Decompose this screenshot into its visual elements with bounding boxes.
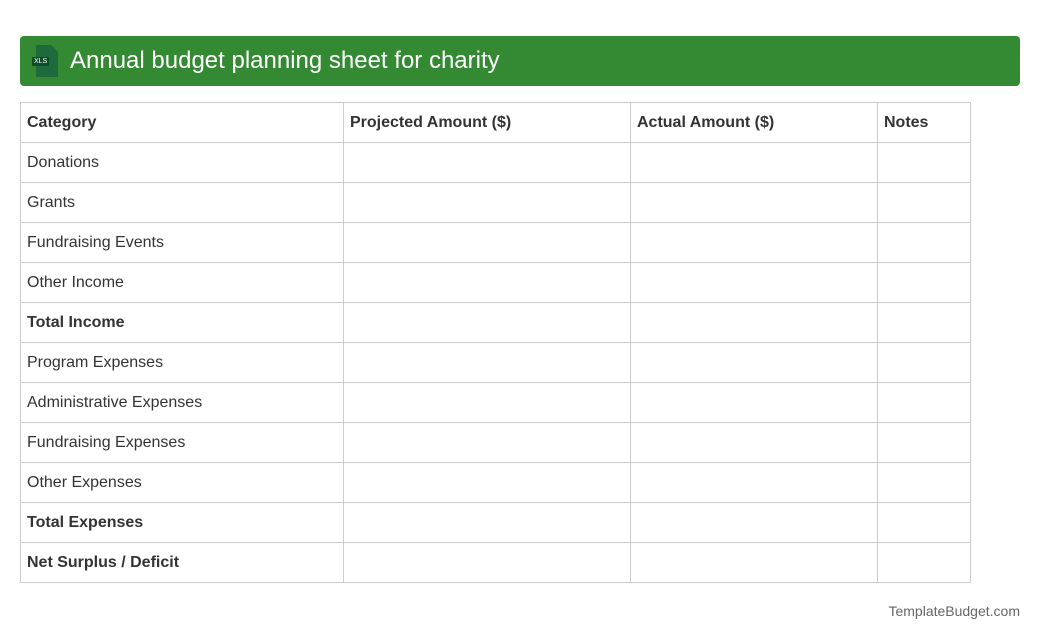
category-cell: Other Expenses [20, 462, 344, 503]
notes-cell[interactable] [877, 502, 971, 543]
category-cell: Administrative Expenses [20, 382, 344, 423]
actual-cell[interactable] [630, 222, 878, 263]
column-header: Category [20, 102, 344, 143]
xls-file-icon: XLS [32, 45, 58, 77]
projected-cell[interactable] [343, 342, 631, 383]
table-row: Fundraising Events [20, 222, 971, 263]
notes-cell[interactable] [877, 462, 971, 503]
table-row: Program Expenses [20, 342, 971, 383]
actual-cell[interactable] [630, 142, 878, 183]
projected-cell[interactable] [343, 502, 631, 543]
actual-cell[interactable] [630, 422, 878, 463]
notes-cell[interactable] [877, 342, 971, 383]
column-header: Notes [877, 102, 971, 143]
projected-cell[interactable] [343, 422, 631, 463]
table-row: Fundraising Expenses [20, 422, 971, 463]
notes-cell[interactable] [877, 422, 971, 463]
category-cell: Net Surplus / Deficit [20, 542, 344, 583]
projected-cell[interactable] [343, 142, 631, 183]
projected-cell[interactable] [343, 542, 631, 583]
actual-cell[interactable] [630, 182, 878, 223]
category-cell: Donations [20, 142, 344, 183]
table-row: Other Expenses [20, 462, 971, 503]
projected-cell[interactable] [343, 302, 631, 343]
projected-cell[interactable] [343, 182, 631, 223]
footer-brand: TemplateBudget.com [888, 603, 1020, 619]
actual-cell[interactable] [630, 542, 878, 583]
table-row: Grants [20, 182, 971, 223]
actual-cell[interactable] [630, 342, 878, 383]
category-cell: Program Expenses [20, 342, 344, 383]
table-row: Total Expenses [20, 502, 971, 543]
notes-cell[interactable] [877, 182, 971, 223]
notes-cell[interactable] [877, 262, 971, 303]
projected-cell[interactable] [343, 222, 631, 263]
table-row: Net Surplus / Deficit [20, 542, 971, 583]
column-header: Projected Amount ($) [343, 102, 631, 143]
actual-cell[interactable] [630, 262, 878, 303]
projected-cell[interactable] [343, 462, 631, 503]
actual-cell[interactable] [630, 462, 878, 503]
projected-cell[interactable] [343, 382, 631, 423]
notes-cell[interactable] [877, 222, 971, 263]
category-cell: Fundraising Expenses [20, 422, 344, 463]
table-row: Donations [20, 142, 971, 183]
title-banner: XLS Annual budget planning sheet for cha… [20, 36, 1020, 86]
actual-cell[interactable] [630, 502, 878, 543]
actual-cell[interactable] [630, 382, 878, 423]
notes-cell[interactable] [877, 142, 971, 183]
notes-cell[interactable] [877, 302, 971, 343]
table-row: Administrative Expenses [20, 382, 971, 423]
projected-cell[interactable] [343, 262, 631, 303]
table-row: Other Income [20, 262, 971, 303]
category-cell: Total Income [20, 302, 344, 343]
actual-cell[interactable] [630, 302, 878, 343]
column-header: Actual Amount ($) [630, 102, 878, 143]
category-cell: Grants [20, 182, 344, 223]
table-row: Total Income [20, 302, 971, 343]
category-cell: Fundraising Events [20, 222, 344, 263]
budget-table: Category Projected Amount ($) Actual Amo… [20, 102, 971, 583]
notes-cell[interactable] [877, 542, 971, 583]
notes-cell[interactable] [877, 382, 971, 423]
page-title: Annual budget planning sheet for charity [70, 47, 500, 74]
category-cell: Total Expenses [20, 502, 344, 543]
category-cell: Other Income [20, 262, 344, 303]
